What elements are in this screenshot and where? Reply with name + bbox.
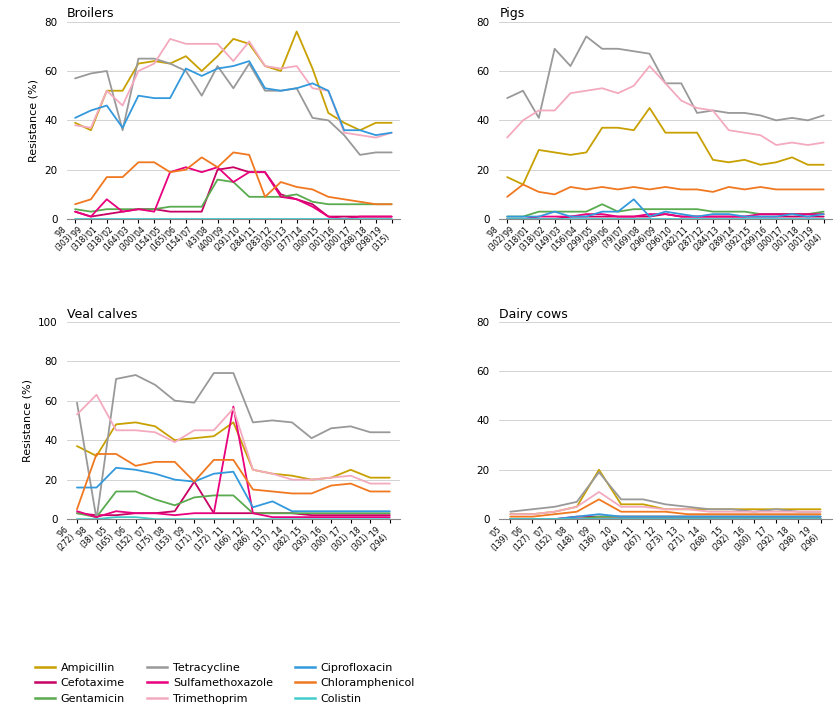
Text: Pigs: Pigs <box>499 7 524 20</box>
Text: Veal calves: Veal calves <box>67 308 138 321</box>
Y-axis label: Resistance (%): Resistance (%) <box>23 379 32 462</box>
Text: Dairy cows: Dairy cows <box>499 308 568 321</box>
Legend: Ampicillin, Cefotaxime, Gentamicin, Tetracycline, Sulfamethoxazole, Trimethoprim: Ampicillin, Cefotaxime, Gentamicin, Tetr… <box>31 658 419 708</box>
Y-axis label: Resistance (%): Resistance (%) <box>29 79 39 162</box>
Text: Broilers: Broilers <box>67 7 115 20</box>
